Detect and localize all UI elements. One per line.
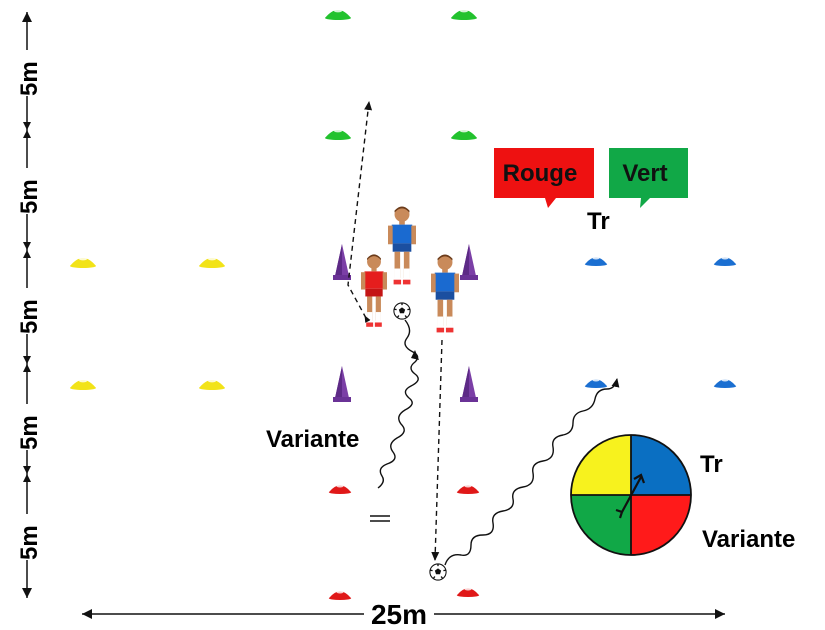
player-icon [431, 254, 459, 333]
dim-label-3: 5m [16, 299, 43, 334]
cone-icon [325, 129, 351, 140]
cone-icon [199, 257, 225, 268]
dribble-path [377, 319, 419, 489]
cone-icon [713, 257, 737, 266]
dim-label-2: 5m [16, 179, 43, 214]
cone-icon [325, 9, 351, 20]
rouge-bubble: Rouge [494, 148, 594, 208]
player-icon [388, 206, 416, 285]
blue-cones [584, 257, 737, 388]
tr-legend-label: Tr [700, 451, 723, 478]
cone-icon [328, 591, 352, 600]
compass-wheel-icon [570, 434, 692, 556]
horizontal-dim-label: 25m [371, 599, 427, 630]
pole-icon [460, 366, 478, 402]
run-arrow [431, 339, 443, 561]
cone-icon [70, 379, 96, 390]
cone-icon [328, 485, 352, 494]
vert-label: Vert [622, 160, 667, 187]
ball-icon [393, 302, 411, 320]
cone-icon [451, 9, 477, 20]
goal-icon [370, 515, 390, 522]
run-arrow [347, 101, 373, 323]
dribble-path [444, 378, 620, 566]
cone-icon [456, 485, 480, 494]
green-cones [325, 9, 477, 140]
vertical-dim-labels: 5m 5m 5m 5m 5m [14, 50, 43, 560]
dim-label-4: 5m [16, 415, 43, 450]
cone-icon [70, 257, 96, 268]
variante-left-label: Variante [266, 426, 359, 453]
cone-icon [584, 379, 608, 388]
variante-legend-label: Variante [702, 526, 795, 553]
pole-icon [460, 244, 478, 280]
horizontal-dimension: 25m [82, 598, 725, 630]
cone-icon [713, 379, 737, 388]
movement-paths [347, 101, 620, 566]
vert-bubble: Vert [609, 148, 688, 208]
red-cones [328, 485, 480, 600]
cone-icon [456, 588, 480, 597]
cone-icon [451, 129, 477, 140]
yellow-cones [70, 257, 225, 390]
dim-label-1: 5m [16, 61, 43, 96]
cone-icon [584, 257, 608, 266]
pole-icon [333, 366, 351, 402]
ball-icon [429, 563, 447, 581]
pole-icon [333, 244, 351, 280]
rouge-label: Rouge [503, 160, 578, 187]
cone-icon [199, 379, 225, 390]
dim-label-5: 5m [16, 525, 43, 560]
tr-top-label: Tr [587, 208, 610, 235]
